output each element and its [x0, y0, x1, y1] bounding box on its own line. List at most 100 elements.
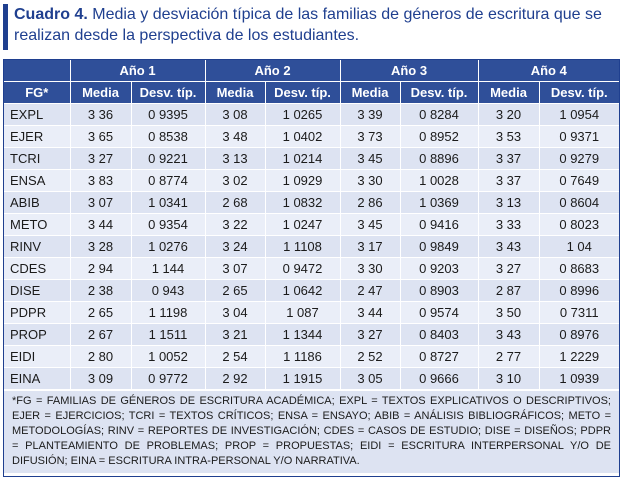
footnote: *FG = FAMILIAS DE GÉNEROS DE ESCRITURA A… [4, 390, 619, 473]
table-row: EIDI 2 80 1 0052 2 54 1 1186 2 52 0 8727 2 77 1 … [4, 345, 619, 368]
desv-cell: 1 0247 [265, 213, 341, 236]
desv-cell: 1 0954 [539, 103, 619, 126]
year-header: Año 2 [205, 60, 341, 82]
media-cell: 2 38 [70, 279, 132, 302]
media-header: Media [478, 81, 540, 104]
desv-cell: 0 7311 [539, 301, 619, 324]
table-row: TCRI 3 27 0 9221 3 13 1 0214 3 45 0 8896 3 37 0 … [4, 147, 619, 170]
media-cell: 2 52 [340, 345, 401, 368]
fg-cell: CDES [4, 257, 71, 280]
desv-cell: 0 8896 [400, 147, 479, 170]
media-cell: 3 08 [205, 103, 266, 126]
desv-cell: 0 8952 [400, 125, 479, 148]
desv-cell: 1 1186 [265, 345, 341, 368]
table-row: DISE 2 38 0 943 2 65 1 0642 2 47 0 8903 2 87 0 8… [4, 279, 619, 302]
media-cell: 3 73 [340, 125, 401, 148]
media-cell: 3 09 [70, 367, 132, 390]
media-cell: 3 07 [205, 257, 266, 280]
fg-cell: EINA [4, 367, 71, 390]
desv-cell: 1 0276 [131, 235, 206, 258]
fg-cell: TCRI [4, 147, 71, 170]
media-cell: 2 47 [340, 279, 401, 302]
desv-cell: 0 8976 [539, 323, 619, 346]
media-cell: 3 30 [340, 169, 401, 192]
desv-cell: 1 04 [539, 235, 619, 258]
table-row: EINA 3 09 0 9772 2 92 1 1915 3 05 0 9666 3 10 1 … [4, 367, 619, 390]
desv-cell: 1 144 [131, 257, 206, 280]
caption-label: Cuadro 4. [14, 6, 88, 23]
desv-cell: 1 0929 [265, 169, 341, 192]
desv-cell: 0 8727 [400, 345, 479, 368]
desv-cell: 0 8284 [400, 103, 479, 126]
fg-cell: EJER [4, 125, 71, 148]
desv-cell: 0 9416 [400, 213, 479, 236]
desv-cell: 1 0052 [131, 345, 206, 368]
desv-cell: 1 1198 [131, 301, 206, 324]
media-cell: 3 17 [340, 235, 401, 258]
media-cell: 2 54 [205, 345, 266, 368]
media-cell: 3 45 [340, 213, 401, 236]
desv-cell: 1 0028 [400, 169, 479, 192]
stat-header-row: FG* Media Desv. típ. Media Desv. típ. Me… [4, 81, 619, 104]
fg-cell: METO [4, 213, 71, 236]
table-body: EXPL 3 36 0 9395 3 08 1 0265 3 39 0 8284 3 20 1 … [4, 103, 619, 390]
desv-cell: 0 9221 [131, 147, 206, 170]
media-cell: 3 20 [478, 103, 540, 126]
media-cell: 3 39 [340, 103, 401, 126]
year-header: Año 1 [70, 60, 206, 82]
media-cell: 3 13 [478, 191, 540, 214]
media-cell: 3 36 [70, 103, 132, 126]
fg-header: FG* [4, 81, 71, 104]
media-cell: 3 44 [70, 213, 132, 236]
media-cell: 3 04 [205, 301, 266, 324]
desv-cell: 1 0642 [265, 279, 341, 302]
table-row: EXPL 3 36 0 9395 3 08 1 0265 3 39 0 8284 3 20 1 … [4, 103, 619, 126]
desv-cell: 1 0939 [539, 367, 619, 390]
desv-cell: 1 0369 [400, 191, 479, 214]
fg-cell: RINV [4, 235, 71, 258]
media-cell: 2 86 [340, 191, 401, 214]
desv-cell: 0 8023 [539, 213, 619, 236]
media-cell: 2 94 [70, 257, 132, 280]
desv-cell: 0 7649 [539, 169, 619, 192]
desv-cell: 1 1511 [131, 323, 206, 346]
fg-cell: DISE [4, 279, 71, 302]
media-cell: 3 30 [340, 257, 401, 280]
desv-header: Desv. típ. [400, 81, 479, 104]
media-cell: 2 77 [478, 345, 540, 368]
table-frame: Año 1 Año 2 Año 3 Año 4 FG* Media Desv. … [3, 59, 620, 477]
desv-cell: 0 8774 [131, 169, 206, 192]
desv-cell: 0 9772 [131, 367, 206, 390]
desv-cell: 0 943 [131, 279, 206, 302]
media-cell: 3 24 [205, 235, 266, 258]
desv-cell: 1 0832 [265, 191, 341, 214]
fg-cell: PDPR [4, 301, 71, 324]
media-header: Media [70, 81, 132, 104]
desv-cell: 1 1915 [265, 367, 341, 390]
media-cell: 3 22 [205, 213, 266, 236]
desv-cell: 1 0341 [131, 191, 206, 214]
table-row: PROP 2 67 1 1511 3 21 1 1344 3 27 0 8403 3 43 0 … [4, 323, 619, 346]
year-header: Año 4 [478, 60, 619, 82]
table-caption: Cuadro 4. Media y desviación típica de l… [3, 4, 617, 50]
desv-cell: 0 9203 [400, 257, 479, 280]
desv-header: Desv. típ. [131, 81, 206, 104]
desv-cell: 1 1344 [265, 323, 341, 346]
media-cell: 3 65 [70, 125, 132, 148]
desv-cell: 0 8903 [400, 279, 479, 302]
fg-cell: PROP [4, 323, 71, 346]
media-cell: 3 21 [205, 323, 266, 346]
media-cell: 3 83 [70, 169, 132, 192]
media-cell: 3 28 [70, 235, 132, 258]
desv-cell: 0 9574 [400, 301, 479, 324]
media-cell: 2 68 [205, 191, 266, 214]
media-cell: 2 65 [205, 279, 266, 302]
desv-cell: 0 9395 [131, 103, 206, 126]
fg-cell: ENSA [4, 169, 71, 192]
desv-cell: 0 8538 [131, 125, 206, 148]
table-row: ENSA 3 83 0 8774 3 02 1 0929 3 30 1 0028 3 37 0 … [4, 169, 619, 192]
media-cell: 2 67 [70, 323, 132, 346]
media-cell: 3 43 [478, 323, 540, 346]
fg-cell: EIDI [4, 345, 71, 368]
desv-cell: 0 9279 [539, 147, 619, 170]
